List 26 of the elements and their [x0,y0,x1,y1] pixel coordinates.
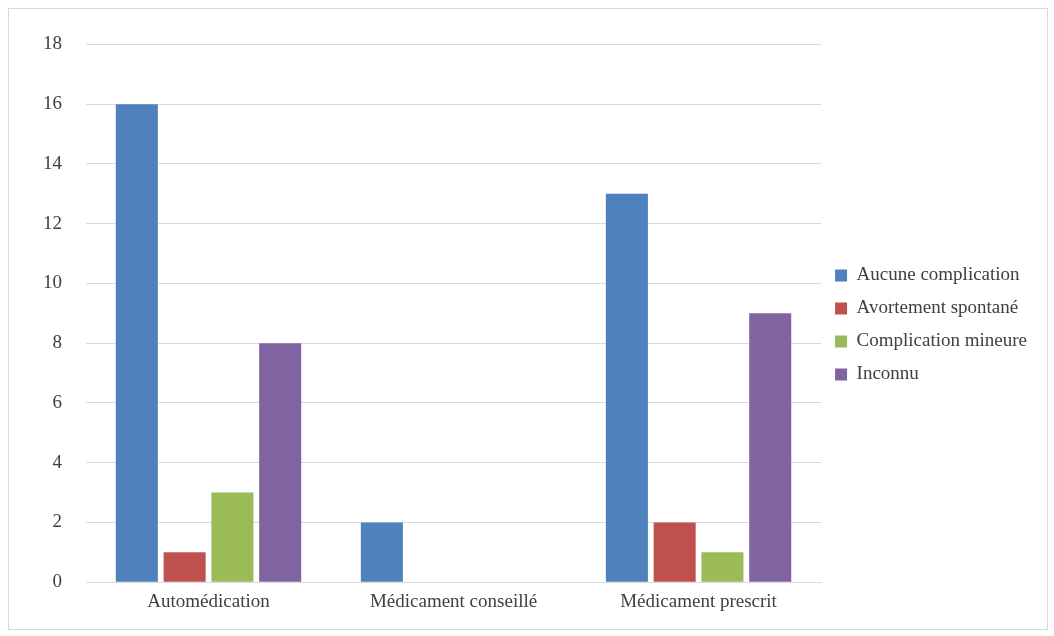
bar [211,492,254,582]
bar [163,552,206,582]
x-tick-label: Médicament conseillé [369,589,538,611]
legend-label: Avortement spontané [856,296,1019,318]
bar [749,313,792,582]
bar [653,522,696,582]
y-tick-label: 12 [43,211,62,233]
bar [701,552,744,582]
bar [259,343,302,582]
legend-label: Aucune complication [856,263,1021,285]
bar [115,104,158,582]
y-tick-label: 10 [43,271,62,293]
x-tick-label: Automédication [147,589,271,611]
legend-label: Inconnu [856,362,920,384]
y-tick-label: 18 [43,32,62,54]
y-tick-label: 0 [52,570,62,592]
y-tick-label: 2 [52,510,62,532]
y-tick-label: 4 [52,450,63,472]
y-tick-label: 8 [52,331,62,353]
x-tick-label: Médicament prescrit [620,589,778,611]
y-tick-label: 16 [43,92,62,114]
bar [605,193,648,582]
bar [360,522,403,582]
y-tick-label: 14 [43,151,63,173]
legend-label: Complication mineure [856,329,1027,351]
y-tick-label: 6 [52,390,62,412]
